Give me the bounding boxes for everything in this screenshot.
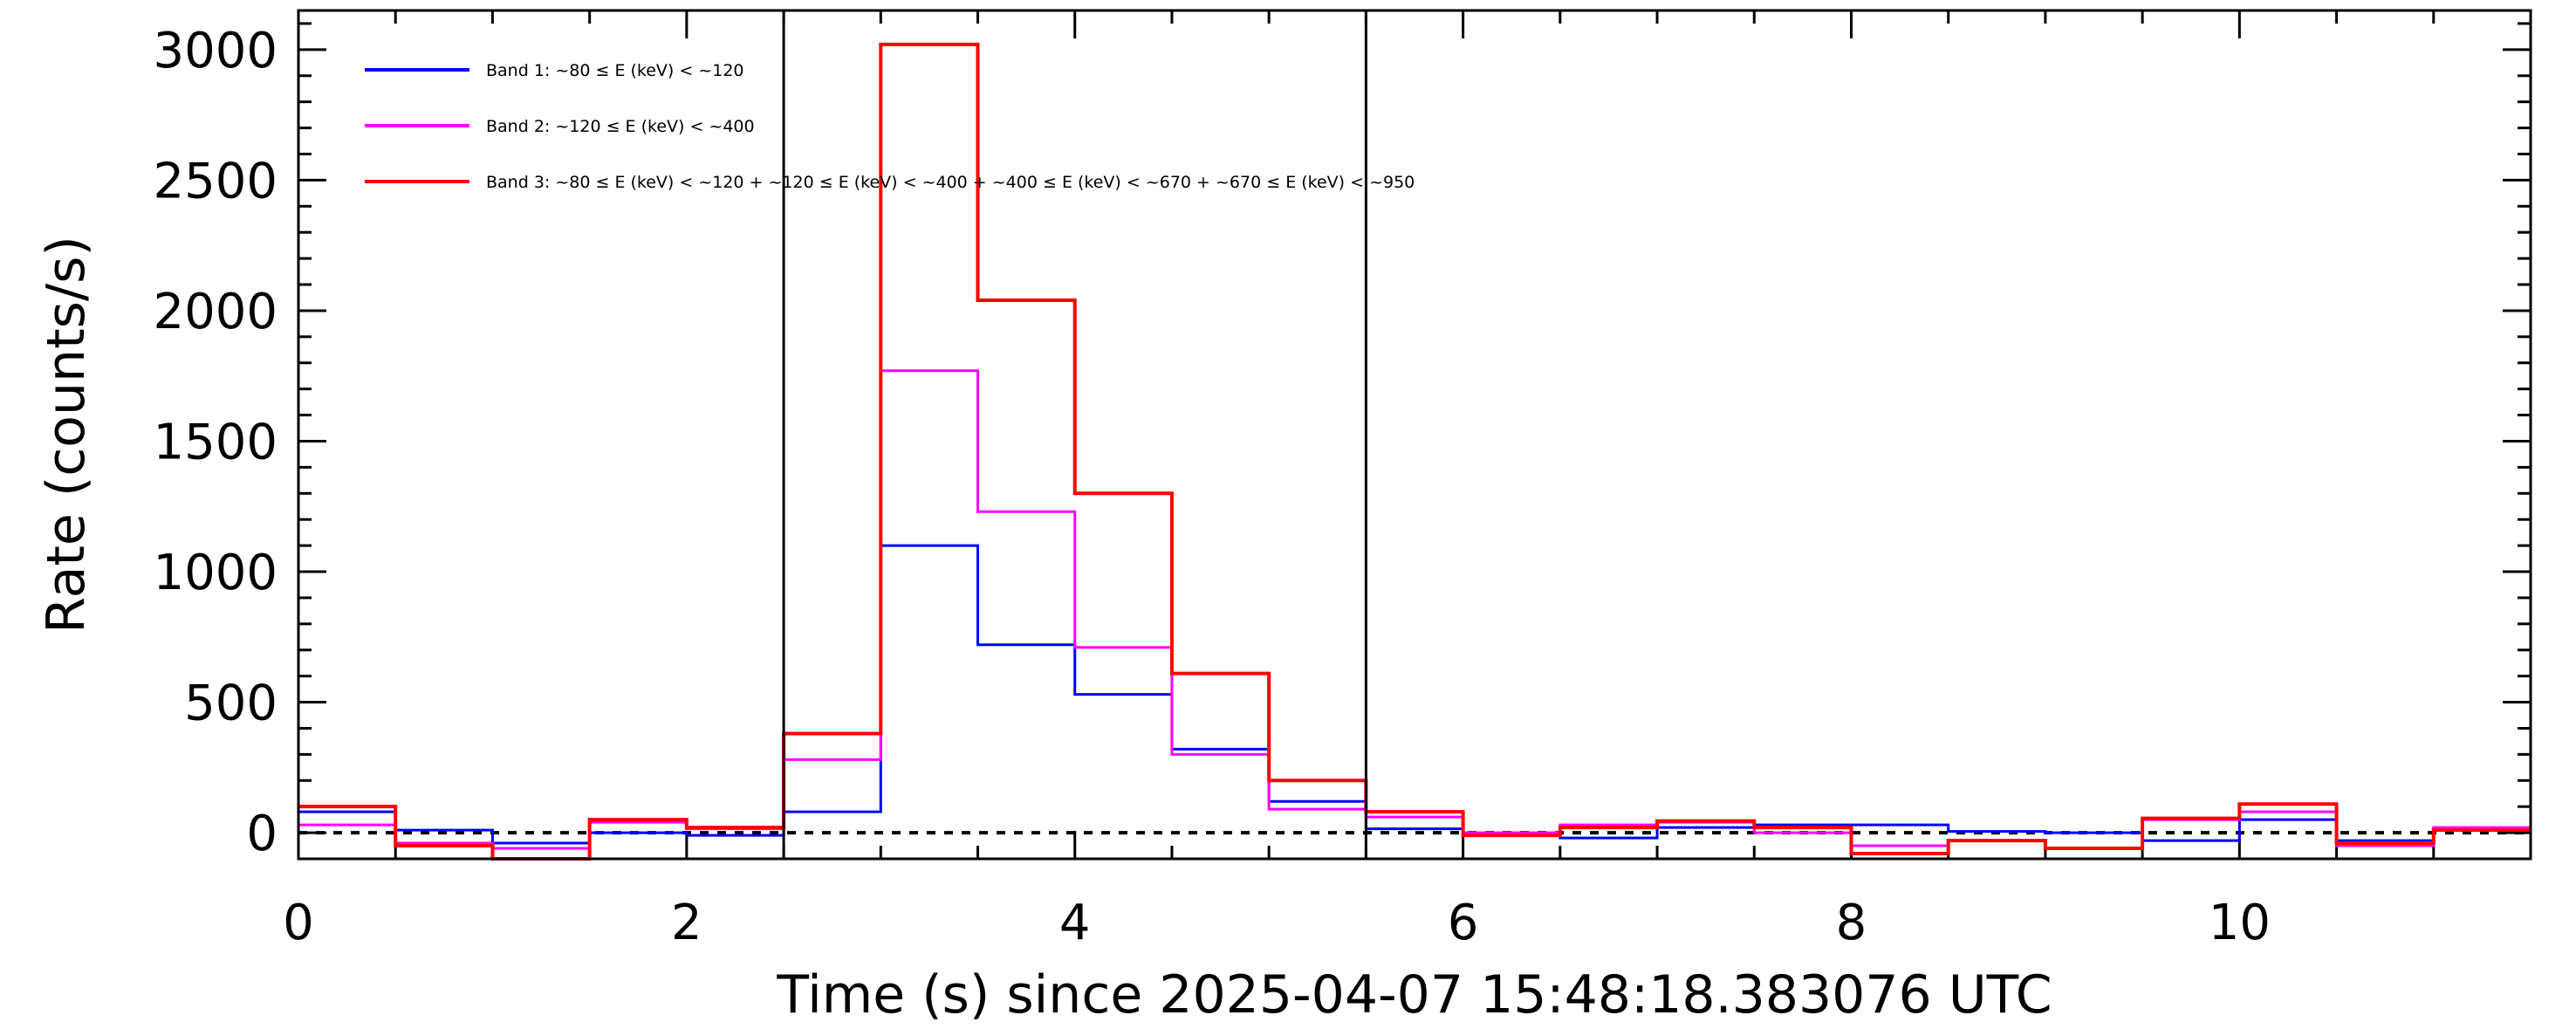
x-tick-label: 2 xyxy=(671,895,702,951)
series-line-band-1 xyxy=(298,544,2531,845)
series-line-band-3 xyxy=(298,42,2531,861)
y-tick-label: 1500 xyxy=(153,414,277,470)
plot-frame xyxy=(297,9,2532,861)
x-tick-label: 8 xyxy=(1836,895,1867,951)
y-tick-label: 3000 xyxy=(153,23,277,79)
legend-label-band-1: Band 1: ~80 ≤ E (keV) < ~120 xyxy=(486,61,744,80)
y-tick-label: 2500 xyxy=(153,153,277,209)
series-line-band-2 xyxy=(298,369,2531,850)
x-tick-label: 6 xyxy=(1448,895,1479,951)
x-tick-label: 4 xyxy=(1059,895,1091,951)
x-tick-label: 10 xyxy=(2209,895,2271,951)
y-tick-label: 1000 xyxy=(153,545,277,601)
y-tick-label: 500 xyxy=(184,676,277,732)
legend-label-band-2: Band 2: ~120 ≤ E (keV) < ~400 xyxy=(486,117,755,136)
x-axis-label: Time (s) since 2025-04-07 15:48:18.38307… xyxy=(776,964,2052,1026)
x-tick-label: 0 xyxy=(283,895,314,951)
y-axis-label: Rate (counts/s) xyxy=(36,236,97,633)
y-tick-label: 2000 xyxy=(153,284,277,340)
y-tick-label: 0 xyxy=(246,806,277,862)
legend-label-band-3: Band 3: ~80 ≤ E (keV) < ~120 + ~120 ≤ E … xyxy=(486,173,1415,192)
